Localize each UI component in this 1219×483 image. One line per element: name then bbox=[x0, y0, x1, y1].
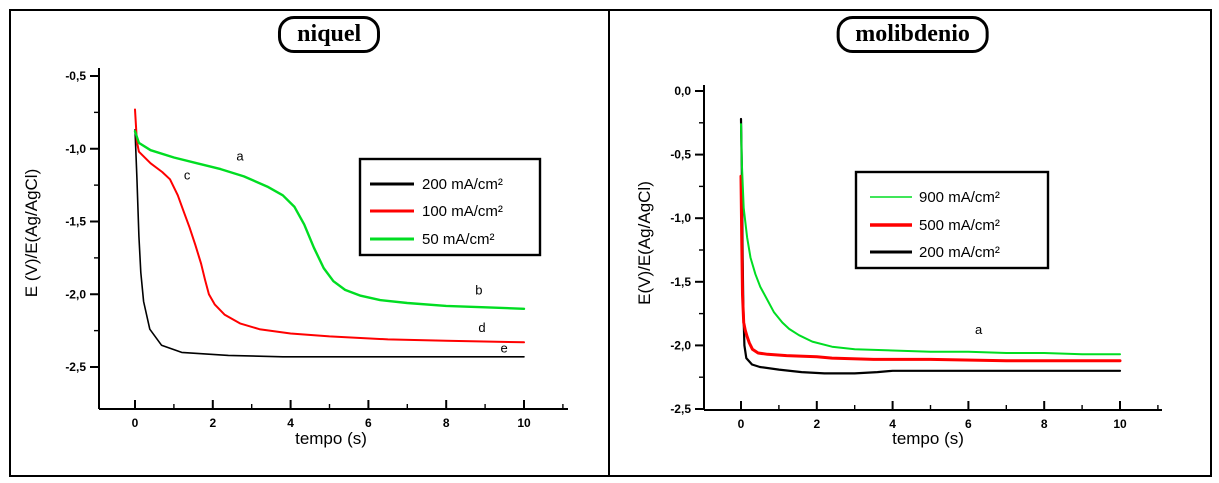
legend-label: 900 mA/cm² bbox=[919, 189, 1000, 206]
x-tick-label: 4 bbox=[287, 416, 294, 430]
curve-annotation-d: d bbox=[478, 320, 485, 335]
curve-annotation-a: a bbox=[236, 148, 244, 163]
y-tick-label: -2,5 bbox=[65, 360, 86, 374]
curve-annotation-c: c bbox=[184, 167, 191, 182]
x-tick-label: 6 bbox=[965, 417, 972, 431]
x-tick-label: 0 bbox=[132, 416, 139, 430]
legend: 900 mA/cm² 500 mA/cm² 200 mA/cm² bbox=[854, 170, 1050, 270]
x-axis-title: tempo (s) bbox=[892, 429, 964, 448]
x-tick-label: 10 bbox=[517, 416, 531, 430]
panel-niquel: niquel 0 2 4 6 8 10 -0,5 -1,0 -1,5 -2,0 -2,5 tempo … bbox=[11, 11, 608, 475]
x-axis-title: tempo (s) bbox=[295, 429, 367, 448]
y-tick-label: -1,5 bbox=[65, 215, 86, 229]
curve-500-mA-cm- bbox=[739, 174, 1122, 363]
chart-niquel: 0 2 4 6 8 10 -0,5 -1,0 -1,5 -2,0 -2,5 tempo (s) E (V… bbox=[22, 68, 568, 448]
y-axis-title: E(V)/E(Ag/AgCl) bbox=[635, 181, 654, 305]
legend-label: 200 mA/cm² bbox=[422, 176, 503, 193]
curve-50-mA-cm- bbox=[133, 130, 526, 310]
curve-100-mA-cm- bbox=[134, 108, 525, 344]
y-tick-label: -2,0 bbox=[670, 338, 691, 352]
y-axis-title: E (V)/E(Ag/AgCl) bbox=[22, 169, 41, 297]
chart-molibdenio: 0 2 4 6 8 10 0,0 -0,5 -1,0 -1,5 -2,0 -2,5 tempo (s) E… bbox=[635, 84, 1162, 448]
x-tick-label: 2 bbox=[813, 417, 820, 431]
legend: 200 mA/cm² 100 mA/cm² 50 mA/cm² bbox=[358, 157, 542, 257]
y-tick-label: -2,5 bbox=[670, 402, 691, 416]
chart-title-niquel-text: niquel bbox=[297, 21, 362, 47]
y-tick-label: -1,5 bbox=[670, 275, 691, 289]
y-tick-label: -0,5 bbox=[65, 69, 86, 83]
curve-900-mA-cm- bbox=[740, 123, 1121, 356]
chart-title-molibdenio: molibdenio bbox=[836, 16, 989, 53]
x-tick-label: 0 bbox=[738, 417, 745, 431]
chart-title-molibdenio-text: molibdenio bbox=[855, 21, 970, 47]
y-tick-label: -1,0 bbox=[670, 211, 691, 225]
x-tick-label: 2 bbox=[209, 416, 216, 430]
x-tick-label: 10 bbox=[1113, 417, 1127, 431]
legend-label: 500 mA/cm² bbox=[919, 217, 1000, 234]
y-tick-label: -2,0 bbox=[65, 287, 86, 301]
legend-label: 50 mA/cm² bbox=[422, 231, 495, 248]
figure-frame: niquel 0 2 4 6 8 10 -0,5 -1,0 -1,5 -2,0 -2,5 tempo … bbox=[9, 9, 1212, 477]
x-tick-label: 6 bbox=[365, 416, 372, 430]
curve-200-mA-cm- bbox=[134, 129, 525, 358]
x-tick-label: 8 bbox=[1041, 417, 1048, 431]
curve-annotation-a: a bbox=[975, 322, 983, 337]
legend-label: 100 mA/cm² bbox=[422, 203, 503, 220]
panel-molibdenio: molibdenio 0 2 4 6 8 10 0,0 -0,5 -1,0 -1,5 -2,0 -2,… bbox=[608, 11, 1208, 475]
y-tick-label: -1,0 bbox=[65, 142, 86, 156]
curve-annotation-b: b bbox=[475, 282, 482, 297]
chart-title-niquel: niquel bbox=[278, 16, 381, 53]
y-tick-label: -0,5 bbox=[670, 148, 691, 162]
legend-label: 200 mA/cm² bbox=[919, 244, 1000, 261]
curve-annotation-e: e bbox=[501, 340, 508, 355]
x-tick-label: 8 bbox=[443, 416, 450, 430]
y-tick-label: 0,0 bbox=[674, 84, 691, 98]
x-tick-label: 4 bbox=[889, 417, 896, 431]
